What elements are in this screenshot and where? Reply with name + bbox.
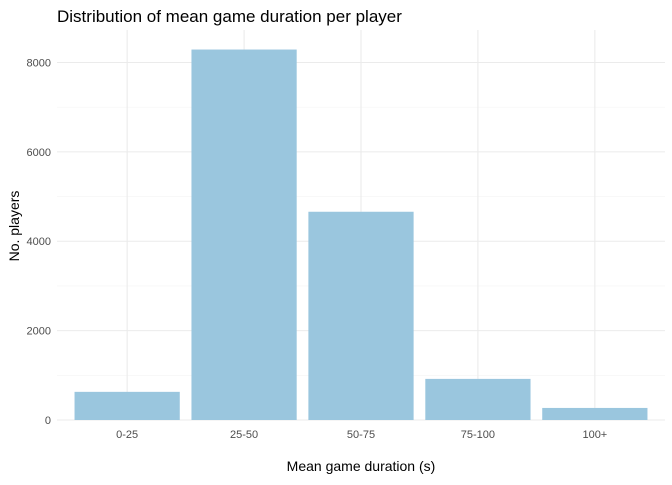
y-tick-labels: 0 2000 4000 6000 8000 (27, 57, 51, 427)
y-tick-label: 0 (45, 415, 51, 427)
bar-50-75 (308, 211, 414, 420)
y-tick-label: 6000 (27, 147, 51, 159)
x-tick-label: 100+ (582, 429, 607, 441)
x-tick-label: 50-75 (347, 429, 375, 441)
y-tick-label: 8000 (27, 57, 51, 69)
x-tick-labels: 0-25 25-50 50-75 75-100 100+ (116, 429, 607, 441)
bar-100+ (542, 407, 648, 420)
x-tick-label: 75-100 (461, 429, 495, 441)
y-tick-label: 2000 (27, 326, 51, 338)
bar-25-50 (191, 49, 297, 421)
y-axis-title: No. players (6, 191, 22, 262)
x-axis-title: Mean game duration (s) (287, 458, 436, 474)
x-tick-label: 0-25 (116, 429, 138, 441)
y-tick-label: 4000 (27, 236, 51, 248)
bar-75-100 (425, 378, 531, 420)
chart-title: Distribution of mean game duration per p… (57, 7, 402, 26)
bar-0-25 (74, 391, 180, 420)
bars (74, 49, 648, 421)
x-tick-label: 25-50 (230, 429, 258, 441)
